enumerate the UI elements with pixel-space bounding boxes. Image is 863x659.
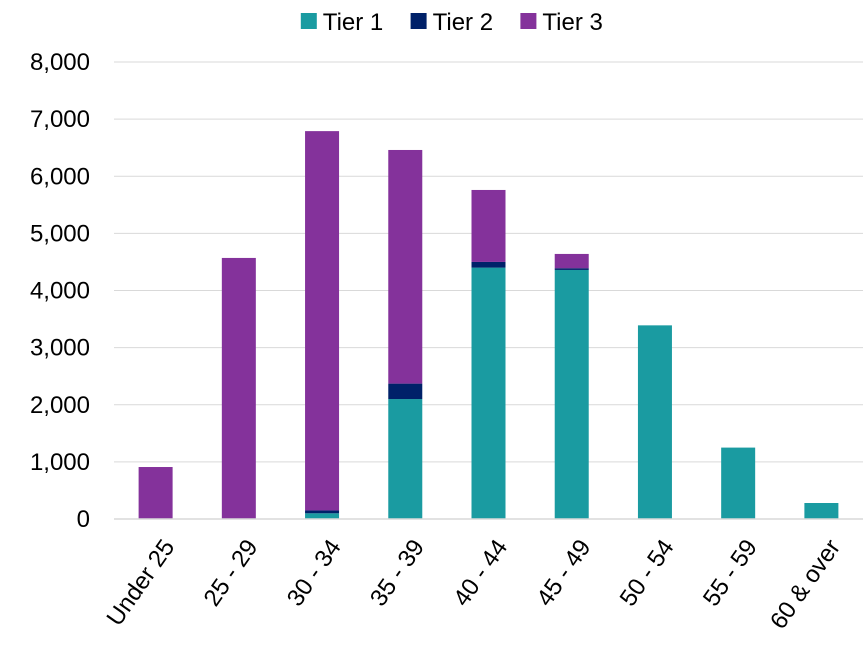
x-tick-label: 40 - 44 (448, 535, 513, 612)
bar-segment (554, 269, 589, 519)
bar-segment (305, 131, 340, 511)
y-tick-label: 7,000 (30, 106, 90, 133)
x-axis-ticks: Under 25 25 - 29 30 - 34 35 - 39 40 - 44 45 -… (102, 535, 847, 635)
legend-label: Tier 1 (323, 9, 383, 36)
bar-segment (388, 149, 423, 384)
bar-segment (221, 257, 256, 519)
bar-segment (305, 513, 340, 519)
bar-segment (554, 253, 589, 269)
x-tick-label: 25 - 29 (199, 535, 264, 612)
bars (138, 131, 839, 519)
legend-swatch (410, 13, 427, 29)
y-tick-label: 4,000 (30, 278, 90, 305)
bar-segment (305, 510, 340, 514)
bar-segment (554, 268, 589, 270)
x-tick-label: 50 - 54 (615, 535, 680, 612)
x-tick-label: 60 & over (765, 535, 846, 635)
legend-swatch (300, 13, 317, 29)
x-tick-label: 30 - 34 (282, 535, 347, 612)
legend-swatch (520, 13, 537, 29)
bar-segment (471, 189, 506, 262)
y-tick-label: 2,000 (30, 392, 90, 419)
x-tick-label: 35 - 39 (365, 535, 430, 612)
bar-segment (637, 325, 672, 519)
y-tick-label: 5,000 (30, 220, 90, 247)
x-tick-label: Under 25 (102, 535, 181, 631)
legend-label: Tier 2 (433, 9, 493, 36)
bar-segment (471, 261, 506, 268)
bar-segment (721, 447, 756, 519)
y-tick-label: 8,000 (30, 49, 90, 76)
x-tick-label: 45 - 49 (531, 535, 596, 612)
bar-segment (138, 467, 173, 519)
bar-segment (804, 503, 839, 519)
y-tick-label: 3,000 (30, 335, 90, 362)
y-axis-ticks: 0 1,000 2,000 3,000 4,000 5,000 6,000 7,000 8,00… (30, 49, 90, 533)
y-tick-label: 0 (77, 506, 90, 533)
bar-segment (388, 399, 423, 519)
y-tick-label: 1,000 (30, 449, 90, 476)
bar-segment (388, 383, 423, 400)
legend: Tier 1 Tier 2 Tier 3 (300, 9, 603, 36)
y-tick-label: 6,000 (30, 163, 90, 190)
bar-segment (471, 267, 506, 519)
x-tick-label: 55 - 59 (698, 535, 763, 612)
legend-label: Tier 3 (542, 9, 602, 36)
